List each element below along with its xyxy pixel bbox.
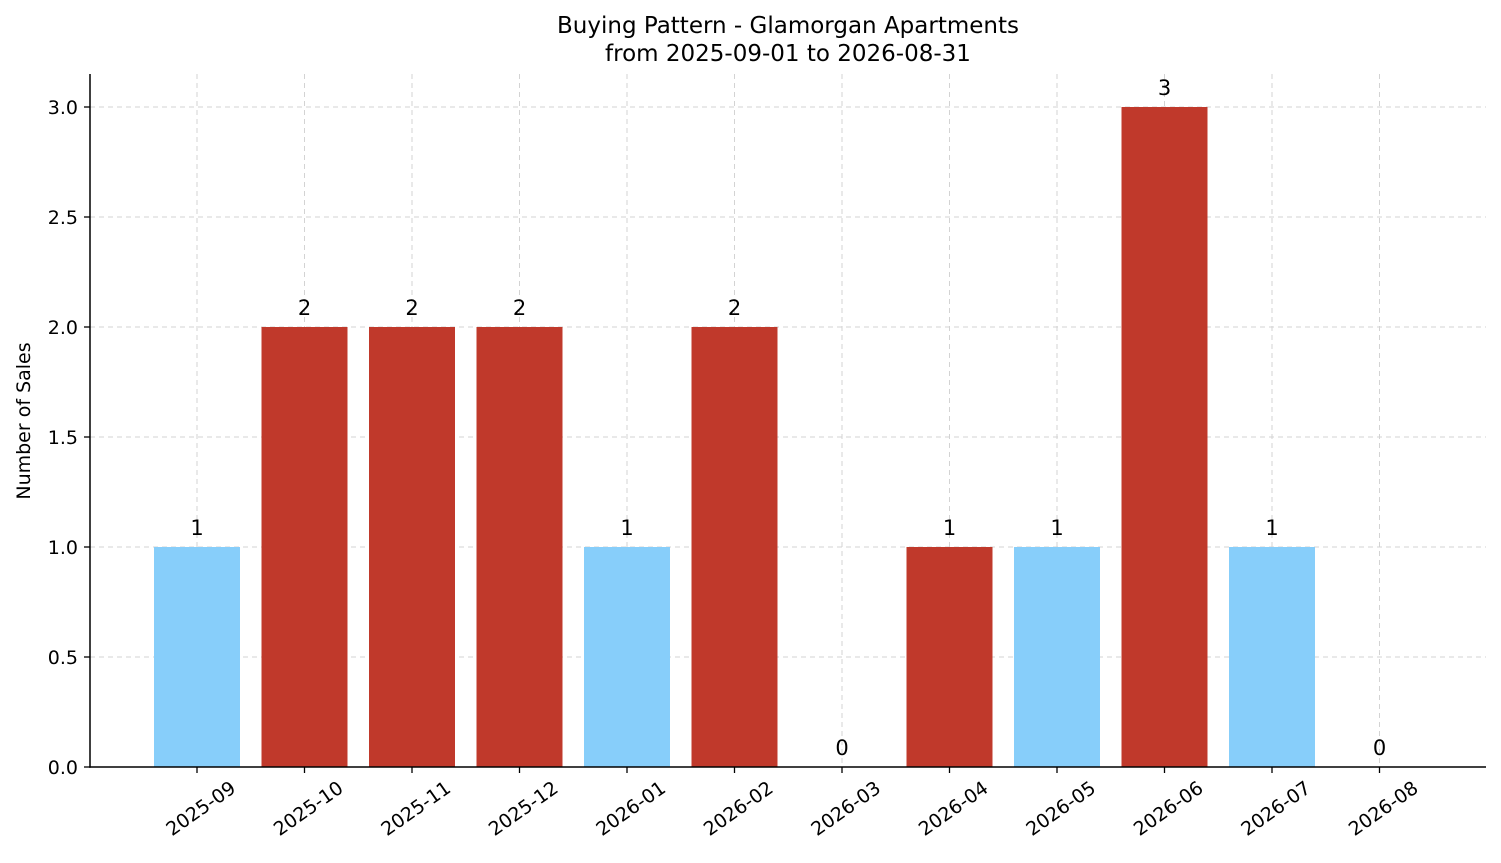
x-tick-label: 2026-05 bbox=[1022, 777, 1100, 841]
bar-2026-05 bbox=[1014, 547, 1100, 767]
bar-2025-10 bbox=[261, 327, 348, 767]
x-tick-label: 2026-02 bbox=[700, 777, 778, 841]
bars bbox=[154, 107, 1315, 767]
x-tick-label: 2026-03 bbox=[807, 777, 885, 841]
data-label-2026-05: 1 bbox=[1050, 516, 1063, 540]
bar-2025-12 bbox=[476, 327, 563, 767]
bar-2026-06 bbox=[1121, 107, 1208, 767]
x-tick-label: 2026-06 bbox=[1130, 777, 1208, 841]
bar-2026-01 bbox=[584, 547, 670, 767]
y-tick-label: 2.5 bbox=[48, 207, 78, 229]
x-tick-label: 2025-10 bbox=[270, 777, 348, 841]
y-tick-label: 0.0 bbox=[48, 757, 78, 779]
y-tick-label: 0.5 bbox=[48, 647, 78, 669]
data-label-2025-09: 1 bbox=[190, 516, 203, 540]
data-label-2026-06: 3 bbox=[1158, 76, 1171, 100]
x-tick-label: 2026-08 bbox=[1345, 777, 1423, 841]
data-label-2026-08: 0 bbox=[1373, 736, 1386, 760]
data-label-2025-11: 2 bbox=[405, 296, 418, 320]
x-tick-label: 2026-01 bbox=[592, 777, 670, 841]
y-axis-label: Number of Sales bbox=[13, 342, 35, 499]
data-label-2026-03: 0 bbox=[835, 736, 848, 760]
data-labels: 1 2 2 2 1 2 0 1 1 3 1 0 bbox=[190, 76, 1386, 760]
chart-subtitle: from 2025-09-01 to 2026-08-31 bbox=[605, 41, 971, 67]
data-label-2026-07: 1 bbox=[1265, 516, 1278, 540]
x-tick-label: 2026-07 bbox=[1237, 777, 1315, 841]
y-tick-label: 3.0 bbox=[48, 97, 78, 119]
x-tick-label: 2025-12 bbox=[485, 777, 563, 841]
x-tick-label: 2025-11 bbox=[377, 777, 455, 841]
x-tick-label: 2026-04 bbox=[915, 777, 993, 841]
data-label-2026-01: 1 bbox=[620, 516, 633, 540]
bar-2026-04 bbox=[906, 547, 993, 767]
data-label-2026-02: 2 bbox=[728, 296, 741, 320]
data-label-2025-12: 2 bbox=[513, 296, 526, 320]
y-tick-label: 1.0 bbox=[48, 537, 78, 559]
bar-2025-09 bbox=[154, 547, 240, 767]
bar-2026-07 bbox=[1229, 547, 1315, 767]
x-tick-label: 2025-09 bbox=[162, 777, 240, 841]
y-tick-label: 1.5 bbox=[48, 427, 78, 449]
data-label-2025-10: 2 bbox=[298, 296, 311, 320]
y-tick-label: 2.0 bbox=[48, 317, 78, 339]
bar-2025-11 bbox=[369, 327, 455, 767]
chart-title: Buying Pattern - Glamorgan Apartments bbox=[557, 13, 1019, 39]
data-label-2026-04: 1 bbox=[943, 516, 956, 540]
bar-2026-02 bbox=[691, 327, 778, 767]
